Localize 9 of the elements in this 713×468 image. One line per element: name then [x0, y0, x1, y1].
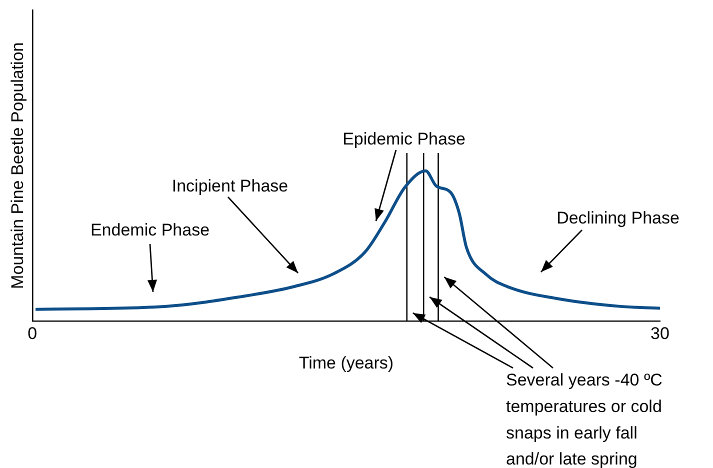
- text: Epidemic Phase: [342, 130, 466, 149]
- y-axis-title: Mountain Pine Beetle Population: [8, 42, 27, 289]
- x-tick-label: 0: [28, 324, 38, 344]
- text: Several years -40 ºC temperatures or cold snaps in early fall and/or late spring: [506, 370, 662, 468]
- annotation: Incipient Phase: [172, 176, 288, 196]
- annotation: Endemic Phase: [90, 220, 210, 240]
- x-axis-title: Time (years): [298, 353, 394, 372]
- annotation: Declining Phase: [556, 208, 680, 228]
- x-tick-label: 30: [650, 324, 670, 344]
